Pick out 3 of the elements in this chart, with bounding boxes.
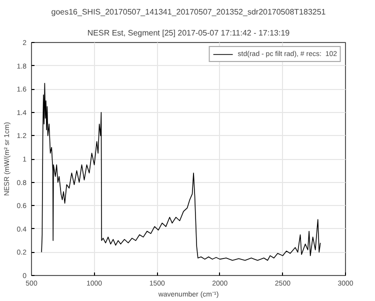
line-series xyxy=(41,82,321,261)
chart-subtitle: NESR Est, Segment [25] 2017-05-07 17:11:42 - 17:13:19 xyxy=(87,28,290,38)
chart-title: goes16_SHIS_20170507_141341_20170507_201352_sdr20170508T183251 xyxy=(51,8,326,16)
